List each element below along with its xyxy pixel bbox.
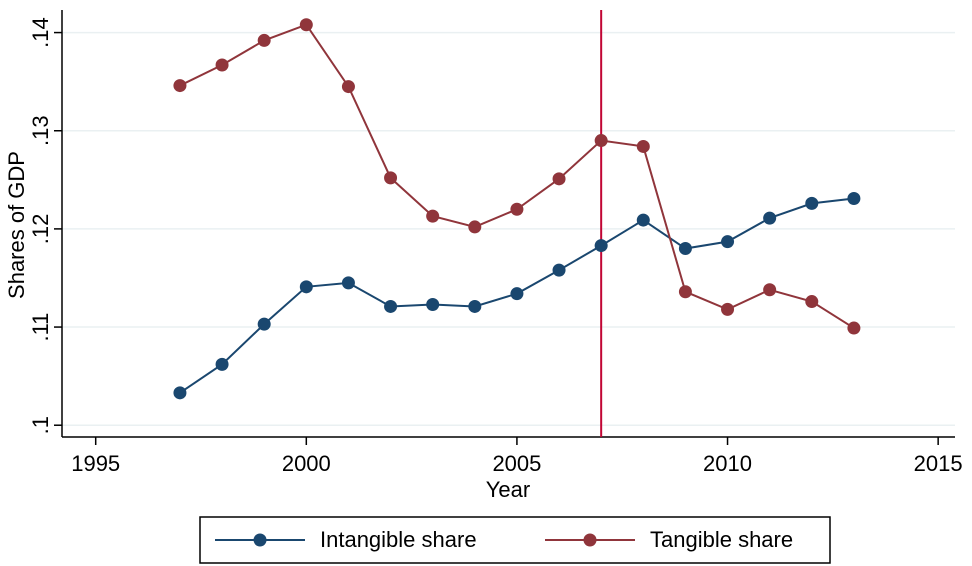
point: [341, 276, 355, 290]
y-tick-label: .1: [28, 416, 53, 434]
series-line: [179, 23, 855, 329]
point: [510, 287, 524, 301]
point: [215, 58, 229, 72]
legend-label: Intangible share: [320, 527, 477, 552]
legend-marker: [583, 533, 597, 547]
point: [341, 80, 355, 94]
legend-marker: [253, 533, 267, 547]
point: [678, 242, 692, 256]
point: [805, 295, 819, 309]
point: [636, 213, 650, 227]
x-tick-label: 2010: [703, 451, 752, 476]
legend-label: Tangible share: [650, 527, 793, 552]
point: [678, 285, 692, 299]
point: [468, 299, 482, 313]
x-tick-label: 2005: [492, 451, 541, 476]
point: [257, 33, 271, 47]
point: [299, 280, 313, 294]
point: [847, 321, 861, 335]
point: [384, 171, 398, 185]
y-tick-label: .14: [28, 17, 53, 48]
y-axis-title: Shares of GDP: [4, 151, 29, 299]
point: [215, 357, 229, 371]
point: [426, 209, 440, 223]
point: [594, 239, 608, 253]
point: [763, 211, 777, 225]
x-tick-label: 1995: [71, 451, 120, 476]
point: [510, 202, 524, 216]
y-tick-label: .12: [28, 214, 53, 245]
x-axis-title: Year: [486, 477, 530, 502]
point: [299, 18, 313, 32]
point: [552, 263, 566, 277]
point: [173, 79, 187, 93]
point: [636, 139, 650, 153]
point: [468, 220, 482, 234]
x-tick-label: 2000: [282, 451, 331, 476]
y-tick-label: .11: [28, 313, 53, 342]
x-tick-label: 2015: [914, 451, 963, 476]
point: [721, 302, 735, 316]
point: [552, 172, 566, 186]
point: [426, 297, 440, 311]
point: [384, 299, 398, 313]
point: [257, 317, 271, 331]
point: [594, 134, 608, 148]
point: [763, 283, 777, 297]
point: [847, 191, 861, 205]
point: [173, 386, 187, 400]
y-tick-label: .13: [28, 115, 53, 146]
point: [721, 235, 735, 249]
point: [805, 196, 819, 210]
